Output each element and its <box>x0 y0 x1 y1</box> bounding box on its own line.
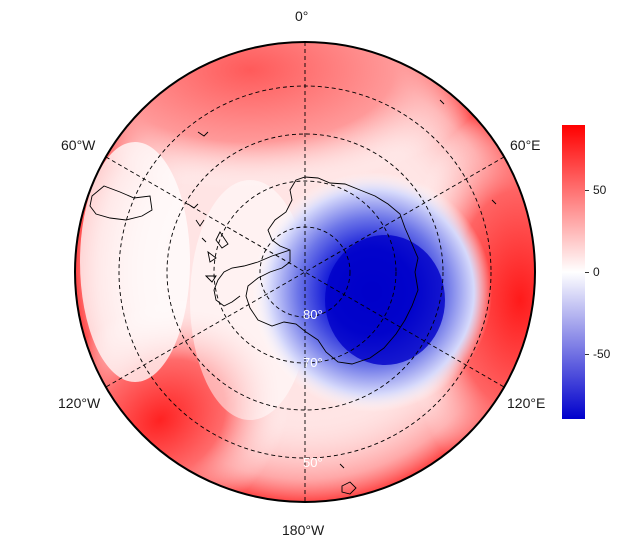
colorbar-tick-mark <box>585 190 589 191</box>
lat-label-50: 50° <box>303 455 323 470</box>
lat-label-80: 80° <box>303 307 323 322</box>
colorbar-tick-mark <box>585 272 589 273</box>
graticule <box>105 42 505 502</box>
peninsula-islands <box>204 231 229 283</box>
lon-label-60w: 60°W <box>61 137 96 153</box>
colorbar-tick-mark <box>585 354 589 355</box>
islands-north <box>197 99 497 205</box>
lat-label-70: 70° <box>303 355 323 370</box>
coastlines <box>89 99 497 495</box>
map-boundary <box>74 41 536 503</box>
antarctica-coastline <box>245 176 419 365</box>
lon-label-60e: 60°E <box>510 137 541 153</box>
lon-label-180: 180°W <box>282 522 325 538</box>
island-sw <box>339 463 345 469</box>
antarctic-peninsula <box>213 249 291 307</box>
south-america-tip <box>89 185 153 221</box>
lon-label-120w: 120°W <box>58 395 101 411</box>
colorbar-gradient <box>562 125 585 419</box>
lon-label-0: 0° <box>295 8 309 24</box>
colorbar-tick-label: 0 <box>593 265 600 279</box>
colorbar-tick-label: -50 <box>593 347 611 361</box>
colorbar-tick-label: 50 <box>593 183 607 197</box>
new-zealand-fragment <box>341 481 357 495</box>
lon-label-120e: 120°E <box>507 395 546 411</box>
